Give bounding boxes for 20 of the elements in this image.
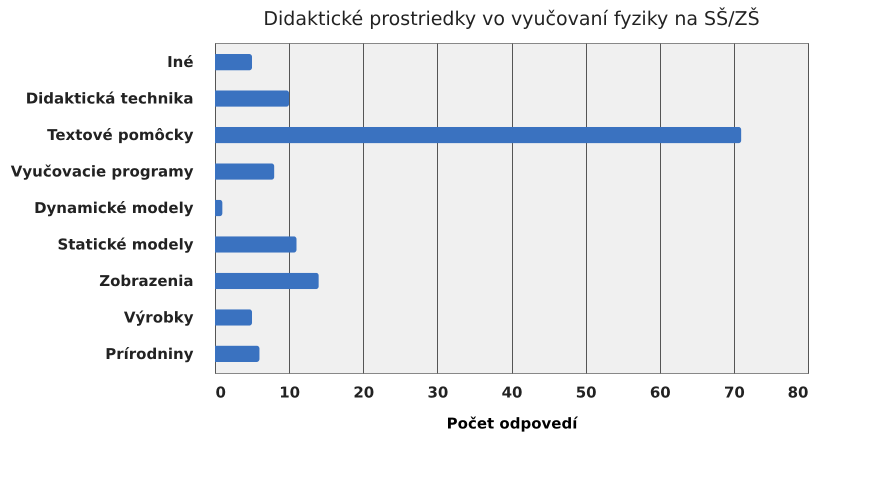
- y-tick-label: Didaktická technika: [26, 90, 194, 108]
- y-tick-label: Textové pomôcky: [47, 126, 194, 144]
- y-tick-label: Výrobky: [124, 308, 194, 326]
- x-tick-label: 40: [502, 384, 522, 402]
- x-axis-title: Počet odpovedí: [446, 414, 578, 432]
- y-tick-label: Vyučovacie programy: [10, 162, 194, 181]
- y-tick-label: Prírodniny: [105, 344, 194, 363]
- y-tick-label: Statické modely: [57, 235, 194, 254]
- x-tick-label: 30: [427, 384, 448, 402]
- x-tick-label: 50: [576, 384, 597, 402]
- x-tick-label: 0: [216, 384, 226, 402]
- x-tick-label: 70: [724, 384, 745, 402]
- y-tick-label: Iné: [167, 53, 194, 72]
- chart-title: Didaktické prostriedky vo vyučovaní fyziky na SŠ/ZŠ: [263, 7, 760, 30]
- x-tick-label: 10: [279, 384, 300, 402]
- x-tick-label: 20: [353, 384, 374, 402]
- x-tick-label: 80: [788, 384, 808, 402]
- y-tick-label: Zobrazenia: [99, 272, 194, 290]
- x-tick-label: 60: [650, 384, 671, 402]
- y-tick-label: Dynamické modely: [34, 199, 194, 217]
